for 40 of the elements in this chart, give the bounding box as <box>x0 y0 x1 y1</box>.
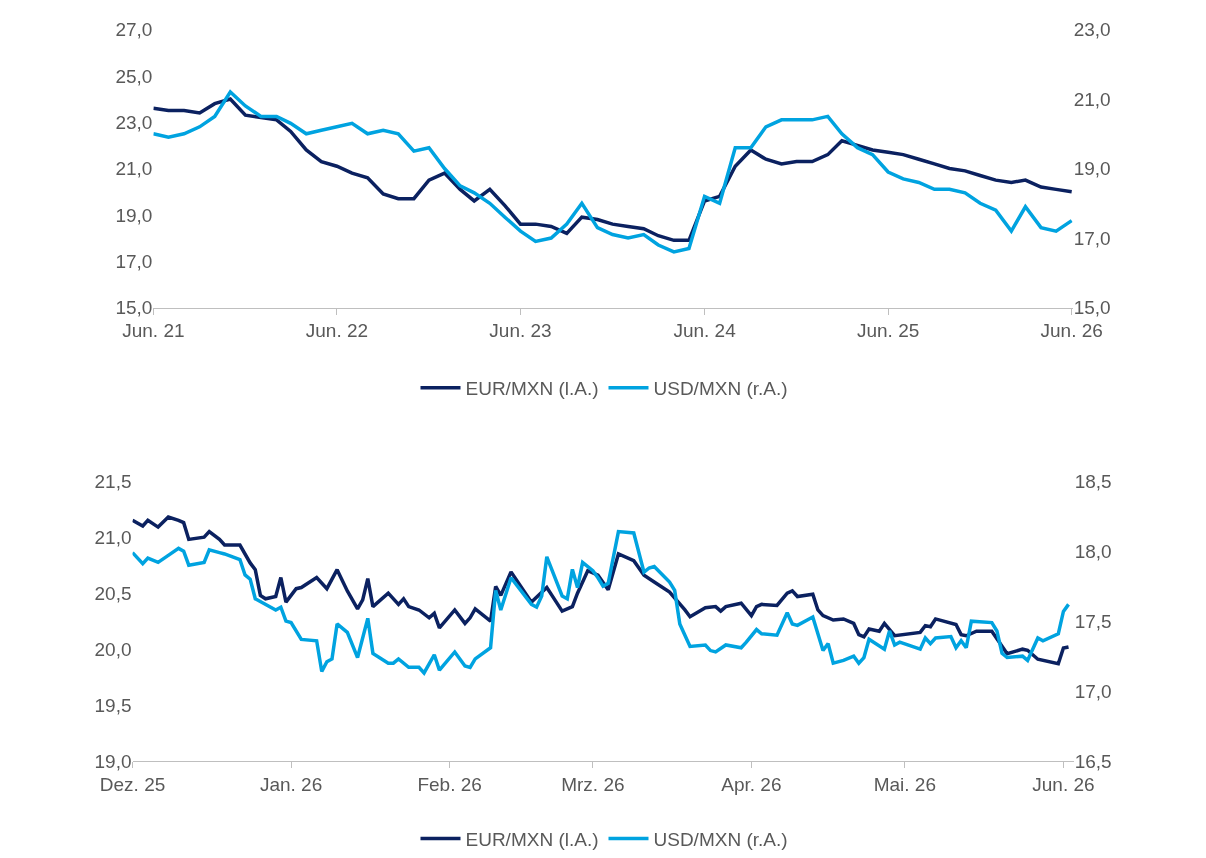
y2-tick-label: 19,0 <box>1073 158 1111 180</box>
legend-label: EUR/MXN (l.A.) <box>465 828 599 850</box>
y-tick-label: 23,0 <box>115 111 153 133</box>
x-tick-label: Jun. 22 <box>305 320 369 342</box>
y-tick-label: 20,5 <box>94 582 132 604</box>
y2-tick-label: 16,5 <box>1074 750 1112 772</box>
y-tick-label: 19,0 <box>94 750 132 772</box>
y2-tick-label: 21,0 <box>1073 88 1111 110</box>
y2-tick-label: 15,0 <box>1073 297 1111 319</box>
legend-label: USD/MXN (r.A.) <box>653 378 788 400</box>
y2-tick-label: 17,0 <box>1074 680 1112 702</box>
y-tick-label: 25,0 <box>115 65 153 87</box>
x-tick-label: Feb. 26 <box>417 773 482 795</box>
legend-label: USD/MXN (r.A.) <box>653 828 788 850</box>
y-tick-label: 20,0 <box>94 638 132 660</box>
y-tick-label: 17,0 <box>115 250 153 272</box>
y-tick-label: 19,5 <box>94 694 132 716</box>
x-tick-label: Jun. 25 <box>856 320 920 342</box>
x-tick-label: Dez. 25 <box>99 773 166 795</box>
y-tick-label: 27,0 <box>115 19 153 41</box>
y-tick-label: 21,0 <box>94 526 132 548</box>
y2-tick-label: 18,0 <box>1074 540 1112 562</box>
x-tick-label: Mrz. 26 <box>561 773 625 795</box>
x-tick-label: Apr. 26 <box>721 773 782 795</box>
y-tick-label: 21,5 <box>94 470 132 492</box>
x-tick-label: Jun. 26 <box>1032 773 1095 795</box>
y2-tick-label: 18,5 <box>1074 470 1112 492</box>
y2-tick-label: 17,5 <box>1074 610 1112 632</box>
x-tick-label: Jun. 24 <box>673 320 737 342</box>
x-tick-label: Jun. 26 <box>1040 320 1103 342</box>
x-tick-label: Jan. 26 <box>259 773 323 795</box>
y-tick-label: 15,0 <box>115 297 153 319</box>
legend-label: EUR/MXN (l.A.) <box>465 378 599 400</box>
y2-tick-label: 23,0 <box>1073 19 1111 41</box>
x-tick-label: Jun. 21 <box>122 320 185 342</box>
y-tick-label: 21,0 <box>115 158 153 180</box>
x-tick-label: Jun. 23 <box>489 320 552 342</box>
y2-tick-label: 17,0 <box>1073 227 1111 249</box>
y-tick-label: 19,0 <box>115 204 153 226</box>
x-tick-label: Mai. 26 <box>873 773 937 795</box>
